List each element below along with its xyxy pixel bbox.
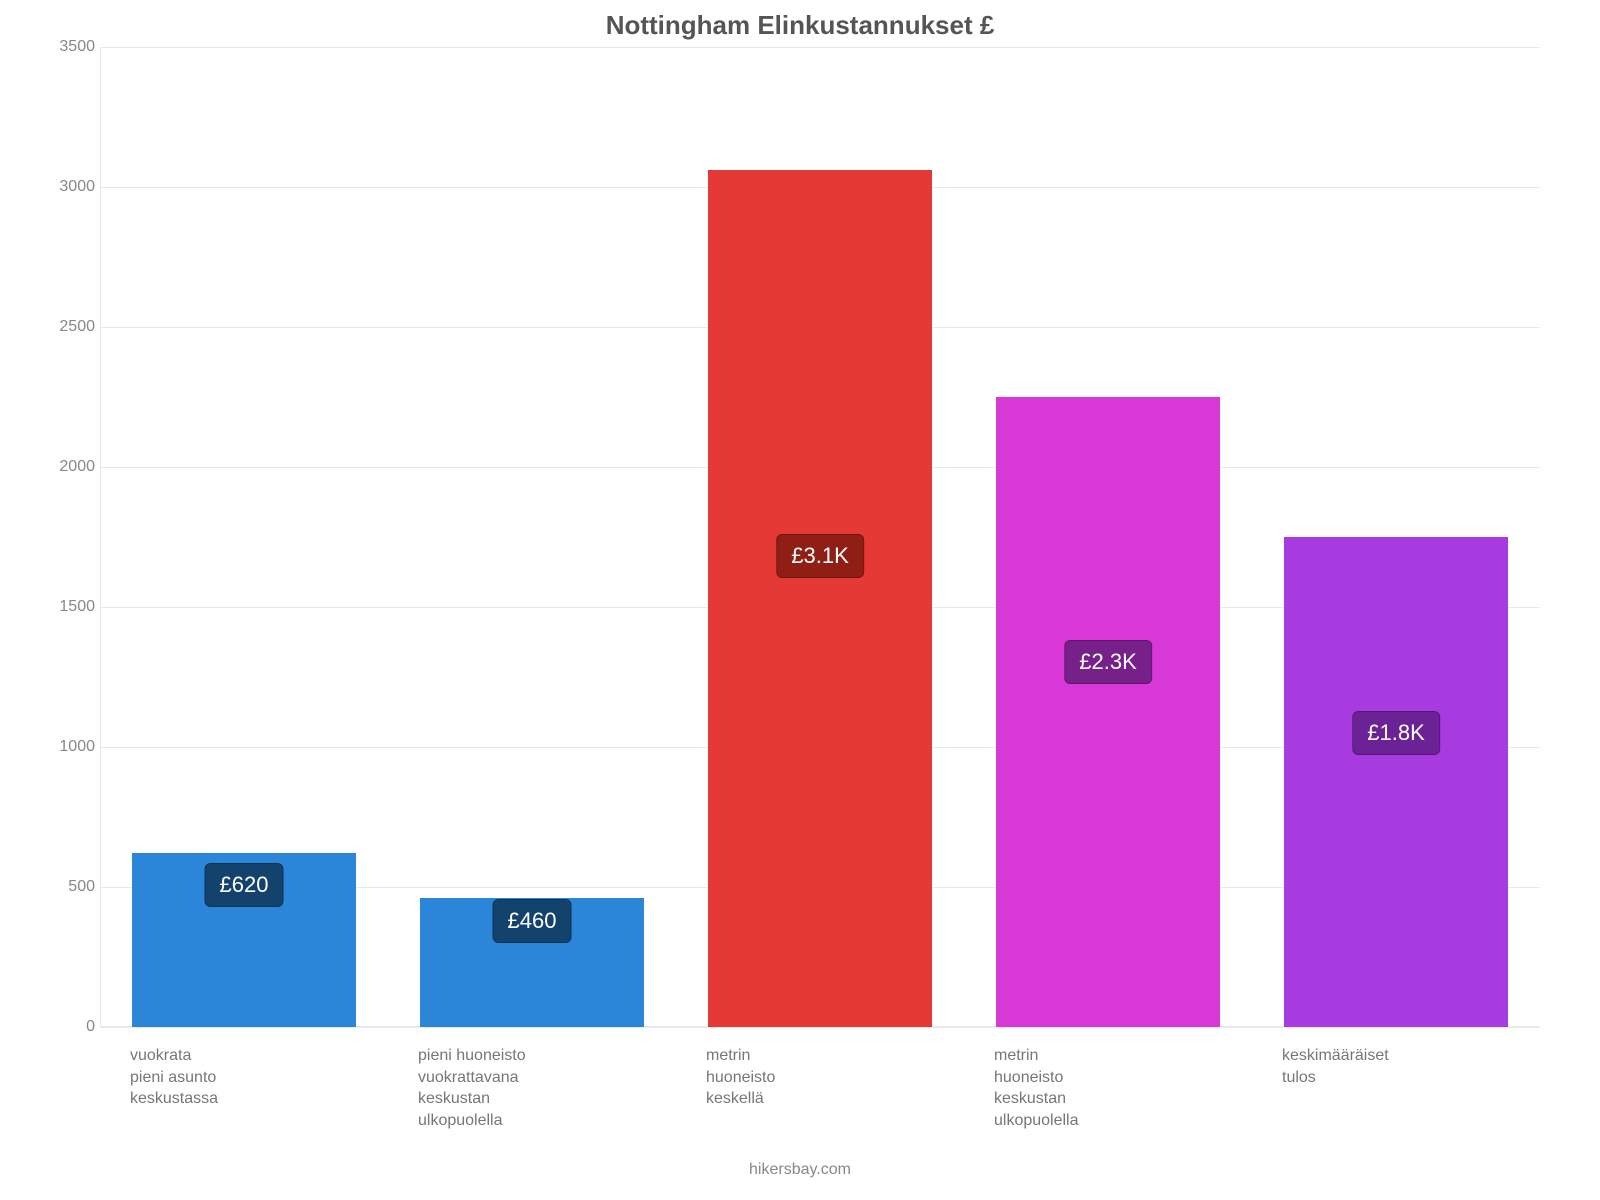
bars-group: £620 £460 £3.1K £2.3K £1.8K [100, 47, 1540, 1027]
y-tick-label: 1500 [59, 598, 95, 616]
gridline [100, 1027, 1540, 1028]
chart-container: Nottingham Elinkustannukset £ 0 500 1000 15… [40, 10, 1560, 1190]
y-tick-label: 1000 [59, 738, 95, 756]
bar-slot: £1.8K [1252, 47, 1540, 1027]
value-badge: £3.1K [776, 534, 864, 578]
chart-title: Nottingham Elinkustannukset £ [40, 10, 1560, 41]
plot-area: 0500100015002000250030003500 £620£460£3.… [100, 47, 1540, 1027]
x-axis-labels: vuokratapieni asuntokeskustassapieni huo… [100, 1045, 1540, 1131]
bar: £3.1K [708, 170, 933, 1027]
value-badge: £1.8K [1352, 711, 1440, 755]
value-badge: £620 [205, 863, 284, 907]
y-tick-label: 3000 [59, 178, 95, 196]
y-tick-label: 3500 [59, 38, 95, 56]
bar: £1.8K [1284, 537, 1509, 1027]
bar: £460 [420, 898, 645, 1027]
y-tick-label: 0 [86, 1018, 95, 1036]
x-tick-label: metrinhuoneistokeskustanulkopuolella [964, 1045, 1252, 1131]
bar: £2.3K [996, 397, 1221, 1027]
y-tick-label: 500 [68, 878, 95, 896]
value-badge: £2.3K [1064, 640, 1152, 684]
y-axis: 0500100015002000250030003500 [45, 47, 95, 1027]
y-tick-label: 2500 [59, 318, 95, 336]
bar: £620 [132, 853, 357, 1027]
bar-slot: £460 [388, 47, 676, 1027]
bar-slot: £2.3K [964, 47, 1252, 1027]
x-tick-label: keskimääräisettulos [1252, 1045, 1540, 1131]
x-tick-label: metrinhuoneistokeskellä [676, 1045, 964, 1131]
bar-slot: £3.1K [676, 47, 964, 1027]
x-tick-label: vuokratapieni asuntokeskustassa [100, 1045, 388, 1131]
attribution-text: hikersbay.com [40, 1161, 1560, 1179]
bar-slot: £620 [100, 47, 388, 1027]
x-tick-label: pieni huoneistovuokrattavanakeskustanulk… [388, 1045, 676, 1131]
value-badge: £460 [493, 899, 572, 943]
y-tick-label: 2000 [59, 458, 95, 476]
